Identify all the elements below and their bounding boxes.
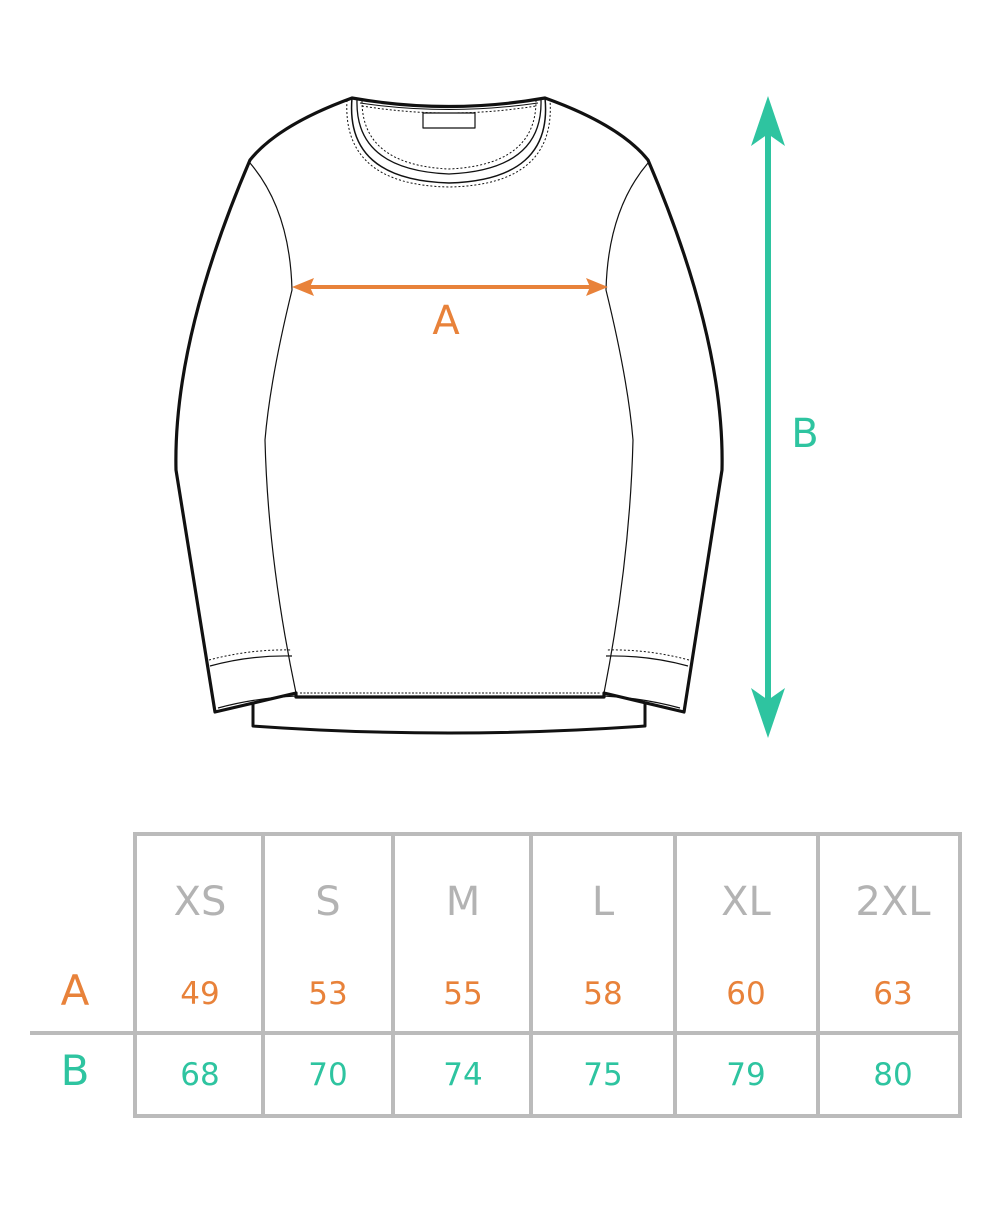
size-header: S — [315, 879, 340, 925]
row-label-b: B — [61, 1046, 90, 1095]
right-sleeve-seam — [603, 162, 649, 694]
size-table: XS S M L XL 2XL A 49 53 55 58 60 63 B 68… — [61, 879, 932, 1095]
size-header: XS — [174, 879, 227, 925]
collar-inner — [356, 99, 542, 175]
table-cell: 70 — [308, 1057, 347, 1093]
sweater-hem — [251, 704, 647, 735]
left-cuff-line — [209, 655, 293, 667]
left-cuff-bottom — [217, 695, 297, 709]
collar-outer — [350, 97, 547, 184]
measure-a-label: A — [432, 298, 460, 344]
row-label-a: A — [61, 966, 90, 1015]
size-header: L — [592, 879, 615, 925]
size-header: XL — [721, 879, 771, 925]
sweater-outline — [174, 96, 724, 714]
right-cuff-bottom — [603, 695, 681, 709]
collar-stitch-inner — [361, 100, 537, 170]
table-cell: 53 — [308, 976, 347, 1012]
left-sleeve-seam — [249, 162, 297, 694]
sweater-illustration — [174, 96, 724, 735]
size-header: M — [446, 879, 481, 925]
table-cell: 60 — [726, 976, 765, 1012]
size-table-grid — [30, 832, 962, 1118]
measure-b-label: B — [791, 411, 818, 457]
back-neck-line — [359, 102, 539, 110]
table-cell: 63 — [873, 976, 912, 1012]
left-cuff-stitch — [208, 649, 293, 661]
table-cell: 55 — [443, 976, 482, 1012]
table-cell: 58 — [583, 976, 622, 1012]
table-cell: 74 — [443, 1057, 482, 1093]
neck-label — [422, 112, 476, 129]
size-header: 2XL — [855, 879, 931, 925]
measure-a-arrow — [292, 278, 608, 296]
collar-stitch-outer — [346, 99, 551, 188]
table-cell: 75 — [583, 1057, 622, 1093]
right-cuff-line — [605, 655, 689, 667]
table-cell: 68 — [180, 1057, 219, 1093]
right-cuff-stitch — [605, 649, 690, 661]
back-neck-stitch — [361, 105, 537, 114]
table-cell: 80 — [873, 1057, 912, 1093]
measure-b-arrow — [751, 96, 785, 738]
table-cell: 49 — [180, 976, 219, 1012]
table-cell: 79 — [726, 1057, 765, 1093]
